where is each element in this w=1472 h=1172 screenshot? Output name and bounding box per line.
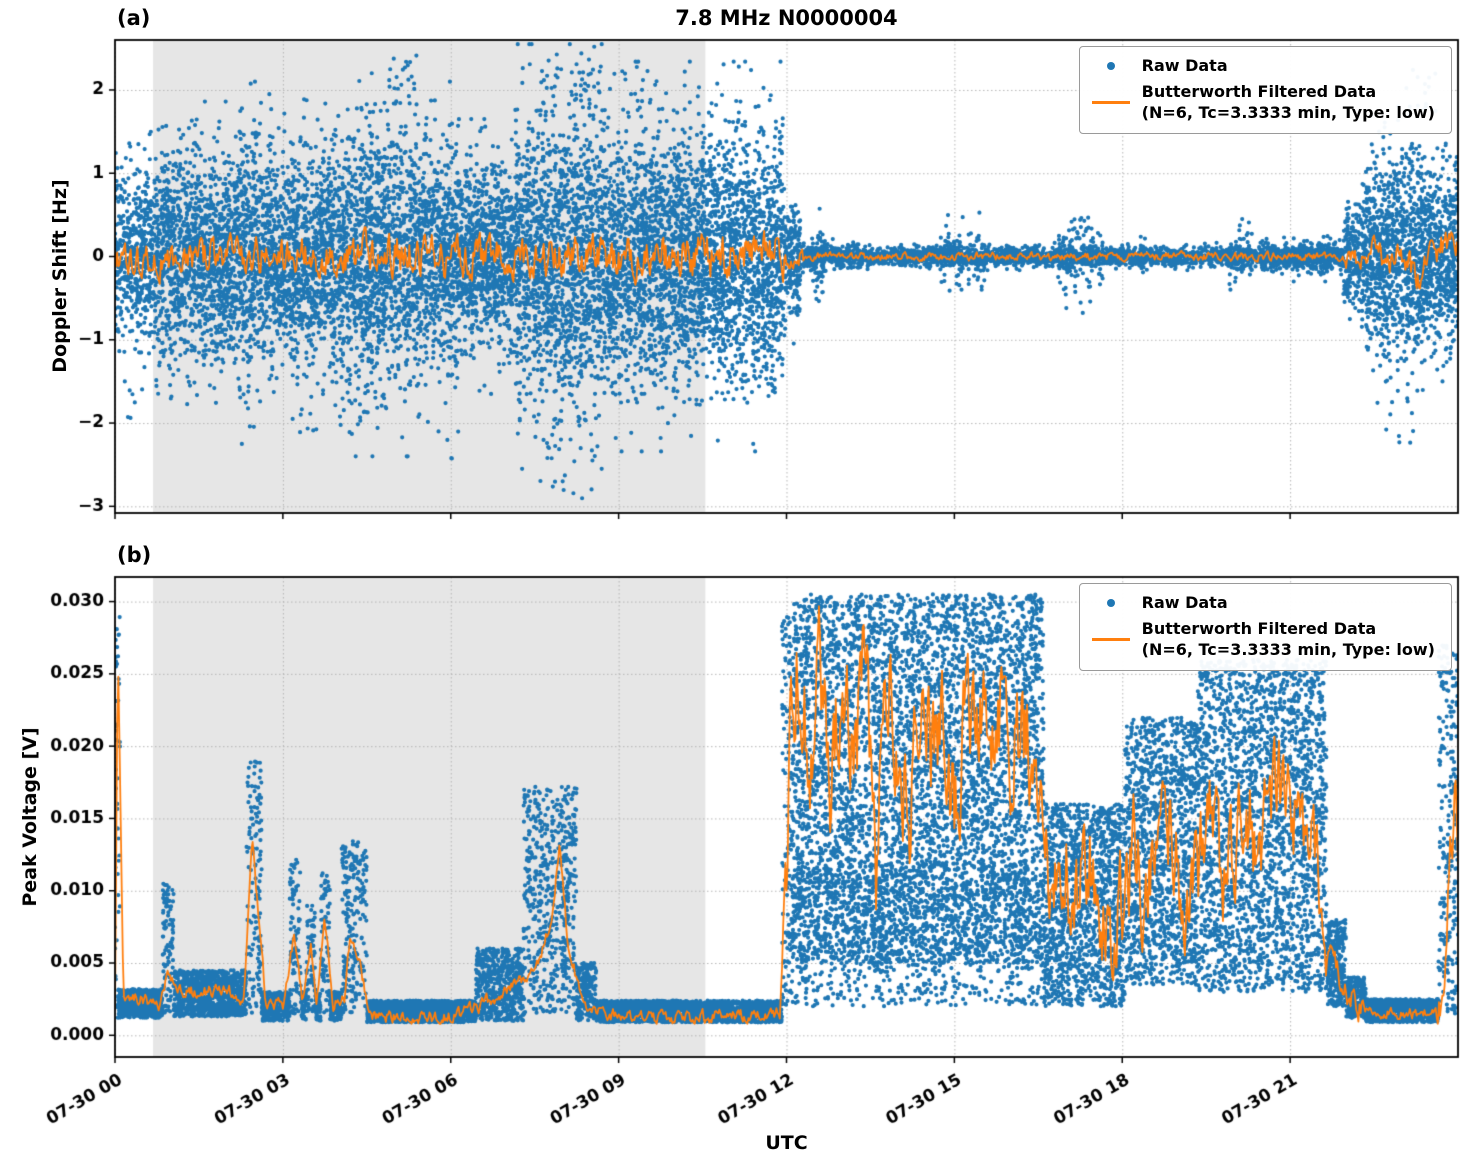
legend-filtered-sublabel: (N=6, Tc=3.3333 min, Type: low) xyxy=(1141,639,1435,659)
chart-title: 7.8 MHz N0000004 xyxy=(675,6,898,30)
legend-raw-label: Raw Data xyxy=(1141,593,1228,612)
filtered-line-marker-icon xyxy=(1091,101,1130,105)
x-axis-label: UTC xyxy=(765,1132,808,1154)
legend-entry-raw: Raw Data xyxy=(1092,593,1435,612)
legend-filtered-sublabel: (N=6, Tc=3.3333 min, Type: low) xyxy=(1141,102,1435,122)
filtered-line-marker-icon xyxy=(1091,638,1130,642)
legend-a: Raw Data Butterworth Filtered Data (N=6,… xyxy=(1078,46,1452,134)
legend-entry-filtered: Butterworth Filtered Data (N=6, Tc=3.333… xyxy=(1091,619,1435,661)
legend-filtered-label: Butterworth Filtered Data xyxy=(1141,619,1377,638)
panel-label-b: (b) xyxy=(117,543,152,567)
legend-entry-filtered: Butterworth Filtered Data (N=6, Tc=3.333… xyxy=(1091,82,1435,124)
raw-data-marker-icon xyxy=(1106,598,1115,607)
legend-b: Raw Data Butterworth Filtered Data (N=6,… xyxy=(1078,583,1452,671)
y-axis-label-doppler: Doppler Shift [Hz] xyxy=(49,179,71,373)
legend-filtered-label: Butterworth Filtered Data xyxy=(1141,82,1377,101)
legend-raw-label: Raw Data xyxy=(1141,56,1228,75)
y-axis-label-voltage: Peak Voltage [V] xyxy=(19,727,41,907)
panel-label-a: (a) xyxy=(117,6,151,30)
legend-entry-raw: Raw Data xyxy=(1092,56,1435,75)
raw-data-marker-icon xyxy=(1106,61,1115,70)
